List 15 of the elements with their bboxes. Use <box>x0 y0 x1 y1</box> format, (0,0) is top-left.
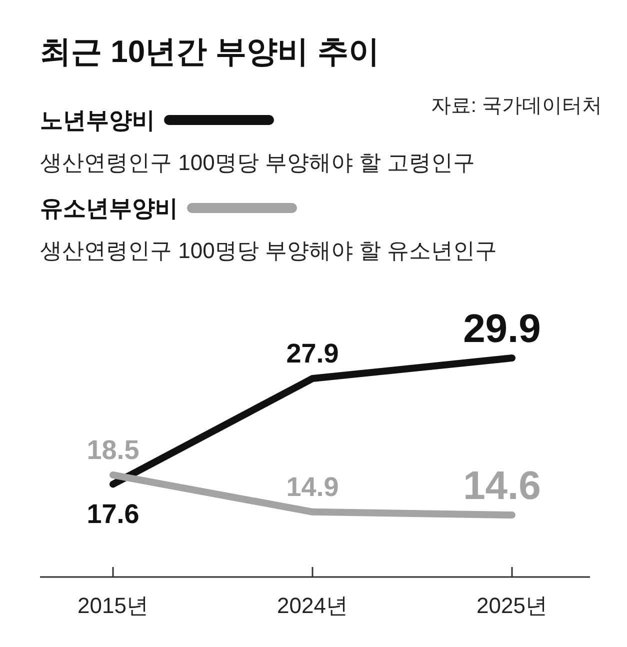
legend-label: 유소년부양비 <box>40 195 178 221</box>
data-label: 18.5 <box>86 434 140 465</box>
x-tick-label: 2024년 <box>277 593 348 618</box>
data-label: 14.9 <box>286 472 339 502</box>
data-label: 17.6 <box>86 499 140 530</box>
data-label: 14.6 <box>463 464 541 508</box>
legend-label: 노년부양비 <box>40 107 155 133</box>
chart-title: 최근 10년간 부양비 추이 <box>40 34 380 69</box>
data-label: 27.9 <box>286 338 339 369</box>
text: 자료: 국가데이터처 <box>430 95 602 117</box>
data-label: 29.9 <box>463 307 541 351</box>
text: 생산연령인구 100명당 부양해야 할 고령인구 <box>40 150 476 175</box>
text: 생산연령인구 100명당 부양해야 할 유소년인구 <box>40 238 498 263</box>
x-tick-label: 2025년 <box>476 593 548 618</box>
x-tick-label: 2015년 <box>78 593 148 618</box>
